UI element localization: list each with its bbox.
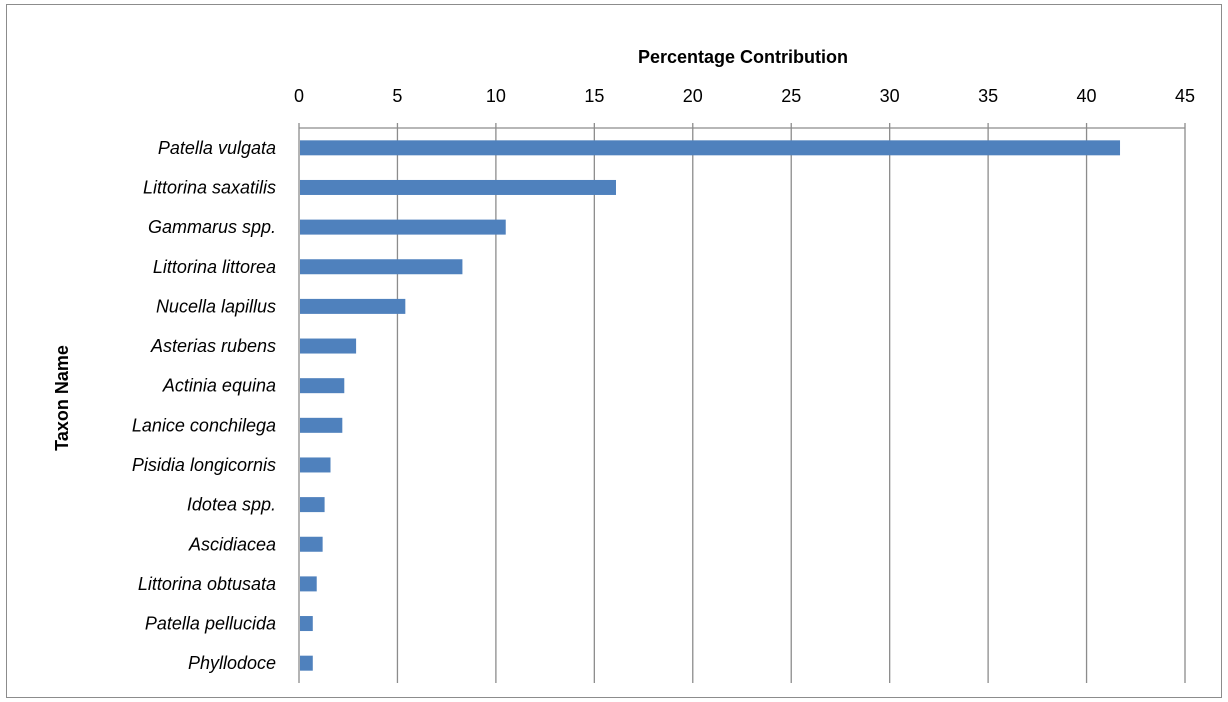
x-axis-title: Percentage Contribution bbox=[638, 47, 848, 67]
bar bbox=[300, 576, 317, 592]
labels: 0 5 10 15 20 25 30 35 40 45 Patella vulgata Littori… bbox=[132, 86, 1195, 673]
category-label: Lanice conchilega bbox=[132, 415, 276, 435]
category-label: Patella vulgata bbox=[158, 138, 276, 158]
bar bbox=[300, 457, 331, 473]
bar bbox=[300, 536, 323, 552]
category-label: Patella pellucida bbox=[145, 614, 276, 634]
axes bbox=[298, 123, 1186, 683]
bar bbox=[300, 259, 463, 275]
bar bbox=[300, 655, 313, 671]
category-label: Ascidiacea bbox=[188, 534, 276, 554]
category-label: Gammarus spp. bbox=[148, 217, 276, 237]
x-tick-label: 25 bbox=[781, 86, 801, 106]
bars bbox=[300, 140, 1121, 671]
bar bbox=[300, 219, 506, 235]
category-label: Pisidia longicornis bbox=[132, 455, 276, 475]
category-label: Littorina obtusata bbox=[138, 574, 276, 594]
x-tick-label: 20 bbox=[683, 86, 703, 106]
x-tick-label: 15 bbox=[584, 86, 604, 106]
x-tick-label: 40 bbox=[1077, 86, 1097, 106]
x-tick-label: 30 bbox=[880, 86, 900, 106]
bar bbox=[300, 417, 343, 433]
bar bbox=[300, 140, 1121, 156]
x-tick-label: 45 bbox=[1175, 86, 1195, 106]
bar bbox=[300, 179, 616, 195]
bar bbox=[300, 497, 325, 513]
x-tick-label: 5 bbox=[392, 86, 402, 106]
bar bbox=[300, 298, 406, 314]
chart-frame bbox=[6, 4, 1222, 698]
x-tick-label: 35 bbox=[978, 86, 998, 106]
bar bbox=[300, 616, 313, 632]
category-label: Idotea spp. bbox=[187, 495, 276, 515]
category-label: Littorina saxatilis bbox=[143, 177, 276, 197]
category-label: Actinia equina bbox=[162, 376, 276, 396]
y-axis-title: Taxon Name bbox=[52, 345, 72, 451]
x-tick-label: 0 bbox=[294, 86, 304, 106]
category-label: Nucella lapillus bbox=[156, 296, 276, 316]
category-label: Phyllodoce bbox=[188, 653, 276, 673]
bar bbox=[300, 338, 357, 354]
category-label: Littorina littorea bbox=[153, 257, 276, 277]
category-label: Asterias rubens bbox=[150, 336, 276, 356]
bar bbox=[300, 378, 345, 394]
x-tick-label: 10 bbox=[486, 86, 506, 106]
gridlines bbox=[396, 128, 1186, 683]
